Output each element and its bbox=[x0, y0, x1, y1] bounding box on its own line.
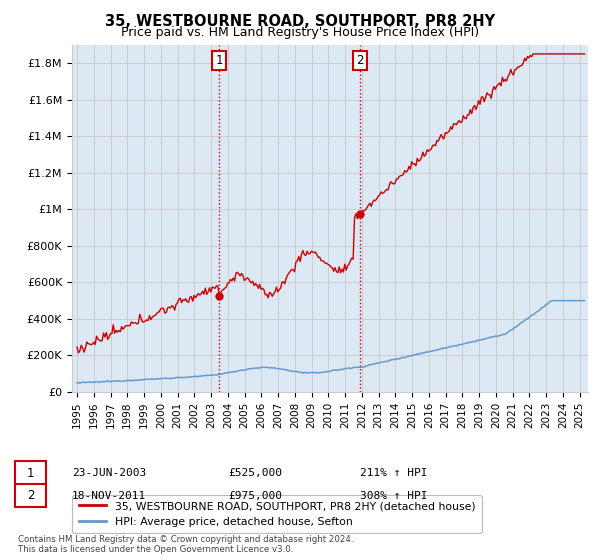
Text: Price paid vs. HM Land Registry's House Price Index (HPI): Price paid vs. HM Land Registry's House … bbox=[121, 26, 479, 39]
Text: 23-JUN-2003: 23-JUN-2003 bbox=[72, 468, 146, 478]
Text: 35, WESTBOURNE ROAD, SOUTHPORT, PR8 2HY: 35, WESTBOURNE ROAD, SOUTHPORT, PR8 2HY bbox=[105, 14, 495, 29]
Text: 18-NOV-2011: 18-NOV-2011 bbox=[72, 491, 146, 501]
Text: Contains HM Land Registry data © Crown copyright and database right 2024.
This d: Contains HM Land Registry data © Crown c… bbox=[18, 535, 353, 554]
Legend: 35, WESTBOURNE ROAD, SOUTHPORT, PR8 2HY (detached house), HPI: Average price, de: 35, WESTBOURNE ROAD, SOUTHPORT, PR8 2HY … bbox=[72, 494, 482, 533]
Text: £975,000: £975,000 bbox=[228, 491, 282, 501]
Text: 2: 2 bbox=[356, 54, 364, 67]
Text: 211% ↑ HPI: 211% ↑ HPI bbox=[360, 468, 427, 478]
Text: £525,000: £525,000 bbox=[228, 468, 282, 478]
Text: 1: 1 bbox=[215, 54, 223, 67]
Text: 308% ↑ HPI: 308% ↑ HPI bbox=[360, 491, 427, 501]
Text: 2: 2 bbox=[27, 489, 34, 502]
Text: 1: 1 bbox=[27, 466, 34, 480]
